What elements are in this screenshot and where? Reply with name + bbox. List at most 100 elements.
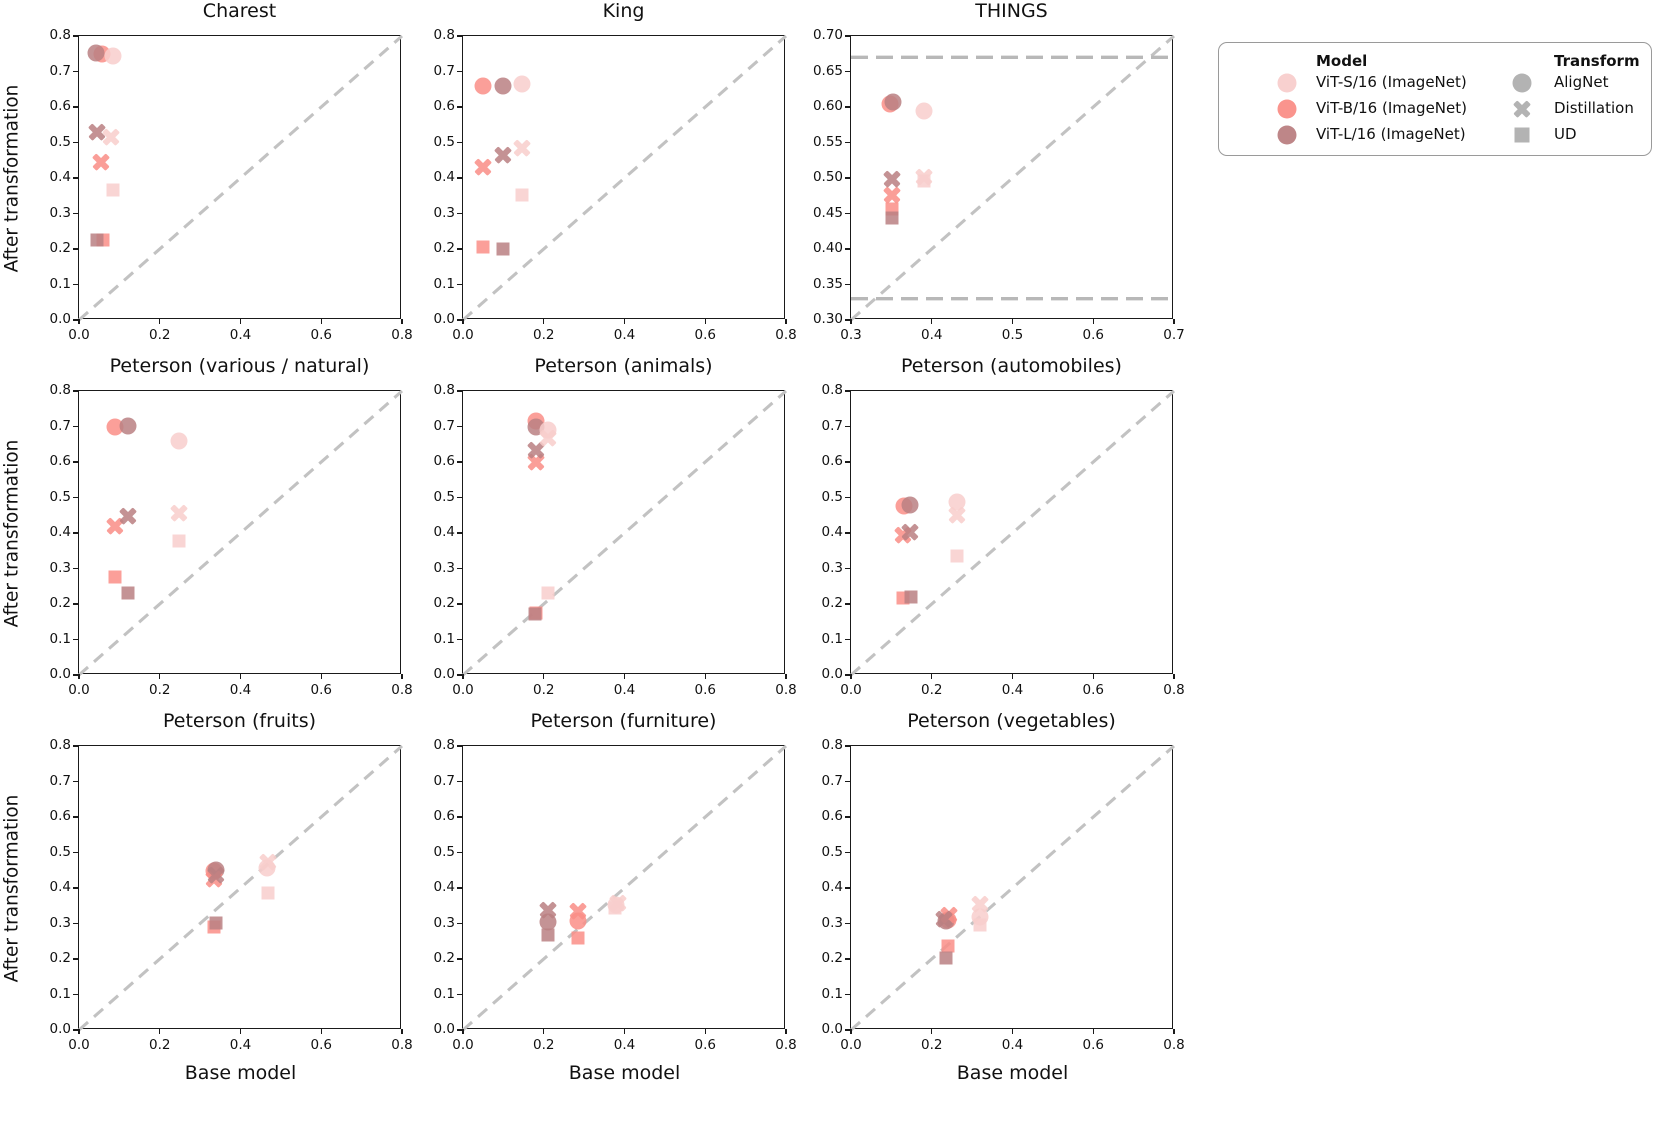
- identity-line-layer: [849, 389, 1176, 677]
- subplot-title: Peterson (furniture): [530, 710, 717, 732]
- y-tick-label: 0.7: [49, 62, 71, 79]
- y-tick-label: 0.4: [821, 524, 843, 540]
- subplot-peterson-furniture: Peterson (furniture) 0.0 0.2 0.4 0.6 0.8 0.0 0.…: [434, 710, 797, 1084]
- y-tick-label: 0.3: [433, 204, 455, 221]
- x-tick-mark: [401, 673, 403, 679]
- x-tick-label: 0.4: [229, 327, 252, 343]
- y-tick-mark: [456, 1029, 462, 1031]
- y-tick-mark: [72, 745, 78, 747]
- y-tick-mark: [72, 780, 78, 783]
- y-axis-label-text: After transformation: [1, 794, 23, 982]
- identity-line-layer: [849, 744, 1176, 1032]
- y-tick-mark: [72, 177, 78, 179]
- y-tick-label: 0.4: [433, 169, 455, 185]
- y-tick-mark: [456, 390, 462, 392]
- y-tick-label: 0.6: [821, 808, 843, 824]
- y-tick-label: 0.3: [49, 559, 71, 576]
- y-tick-mark: [844, 390, 850, 392]
- point-ud-vit-l: [939, 951, 953, 965]
- y-tick-mark: [456, 851, 462, 854]
- legend-model-label: ViT-B/16 (ImageNet): [1316, 99, 1467, 117]
- y-tick-mark: [456, 603, 462, 605]
- identity-line-layer: [461, 744, 788, 1032]
- y-tick-mark: [456, 638, 462, 641]
- y-tick-label: 0.2: [821, 595, 843, 611]
- y-tick-mark: [72, 1029, 78, 1031]
- y-tick-label: 0.5: [49, 488, 71, 505]
- y-tick-label: 0.1: [433, 630, 455, 647]
- y-tick-mark: [844, 212, 850, 215]
- y-tick-label: 0.3: [821, 914, 843, 931]
- legend-transform-label: Distillation: [1554, 99, 1634, 117]
- x-tick-mark: [785, 673, 787, 679]
- point-alignet-vit-b: [474, 77, 492, 95]
- y-tick-mark: [456, 958, 462, 960]
- y-tick-mark: [844, 674, 850, 676]
- legend-transform-label: AligNet: [1554, 73, 1609, 91]
- y-tick-label: 0.6: [49, 808, 71, 824]
- dashed-line: [461, 744, 788, 1032]
- y-tick-label: 0.2: [49, 240, 71, 256]
- point-ud-vit-s: [515, 188, 529, 202]
- y-tick-mark: [72, 567, 78, 570]
- legend-model-label: ViT-L/16 (ImageNet): [1316, 125, 1466, 143]
- point-distillation-vit-b: [474, 158, 492, 177]
- point-distillation-vit-s: [539, 429, 557, 447]
- x-tick-mark: [320, 1028, 322, 1034]
- y-tick-label: 0.5: [49, 843, 71, 860]
- subplot-title: Peterson (various / natural): [109, 355, 370, 377]
- y-tick-mark: [456, 496, 462, 499]
- y-tick-label: 0.7: [821, 417, 843, 434]
- y-tick-label: 0.8: [433, 382, 455, 398]
- y-tick-mark: [72, 70, 78, 73]
- y-tick-mark: [844, 1029, 850, 1031]
- point-ud-vit-l: [496, 242, 510, 256]
- x-tick-mark: [1173, 673, 1175, 679]
- y-tick-mark: [72, 461, 78, 463]
- dashed-line: [849, 34, 1176, 322]
- y-tick-mark: [844, 532, 850, 534]
- x-tick-label: 0.0: [840, 682, 862, 698]
- y-tick-mark: [456, 106, 462, 108]
- y-tick-label: 0.0: [821, 1021, 843, 1037]
- legend-model-header: Model: [1316, 52, 1368, 70]
- y-tick-label: 0.2: [433, 950, 455, 966]
- x-tick-label: 0.8: [391, 327, 413, 343]
- x-tick-mark: [1092, 1028, 1094, 1034]
- point-distillation-vit-s: [170, 504, 188, 523]
- legend-model-swatch: [1277, 99, 1297, 119]
- y-tick-label: 0.2: [821, 950, 843, 966]
- point-alignet-vit-l: [119, 417, 137, 435]
- y-tick-label: 0.0: [821, 666, 843, 682]
- x-tick-mark: [543, 318, 545, 324]
- x-tick-mark: [1092, 673, 1094, 679]
- point-alignet-vit-l: [901, 496, 919, 514]
- y-tick-mark: [844, 141, 850, 144]
- y-tick-mark: [456, 816, 462, 818]
- y-tick-mark: [456, 745, 462, 747]
- y-tick-mark: [456, 461, 462, 463]
- point-ud-vit-l: [528, 607, 542, 621]
- y-tick-mark: [72, 958, 78, 960]
- dashed-line: [77, 744, 404, 1032]
- legend-model-swatch: [1277, 125, 1297, 145]
- x-tick-mark: [850, 318, 852, 324]
- y-tick-label: 0.5: [433, 488, 455, 505]
- x-tick-label: 0.6: [694, 1037, 716, 1053]
- x-tick-mark: [462, 673, 464, 679]
- y-tick-mark: [844, 993, 850, 996]
- subplot-title: Peterson (fruits): [162, 710, 317, 732]
- subplot-peterson-automobiles: Peterson (automobiles) 0.0 0.2 0.4 0.6 0.8 0.0…: [822, 355, 1185, 698]
- legend-transform-header: Transform: [1554, 52, 1640, 70]
- point-distillation-vit-l: [207, 866, 225, 884]
- dashed-line: [77, 34, 404, 322]
- y-tick-label: 0.2: [49, 595, 71, 611]
- x-tick-label: 0.2: [149, 327, 171, 343]
- x-tick-mark: [931, 318, 933, 324]
- x-tick-mark: [239, 673, 242, 679]
- y-tick-label: 0.8: [821, 382, 843, 398]
- y-tick-label: 0.3: [821, 559, 843, 576]
- y-tick-label: 0.0: [49, 1021, 71, 1037]
- x-tick-label: 0.4: [1001, 1037, 1024, 1053]
